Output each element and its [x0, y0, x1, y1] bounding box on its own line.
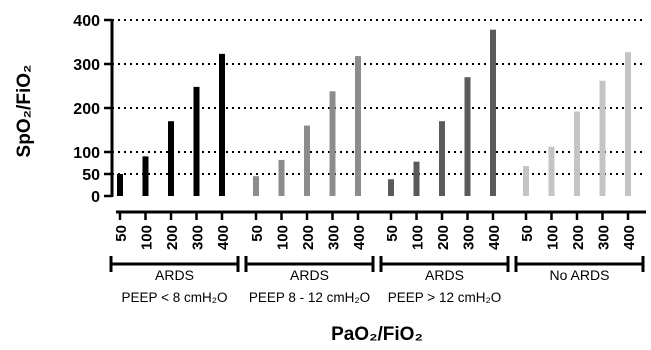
bar: [329, 91, 336, 196]
bar: [219, 53, 225, 196]
bar: [388, 179, 394, 196]
x-tick-label: 200: [300, 225, 317, 250]
group-label: ARDS: [290, 267, 329, 283]
x-tick-label: 50: [519, 225, 536, 242]
bar: [625, 52, 631, 197]
x-tick-label: 50: [249, 225, 266, 242]
x-tick-label: 300: [596, 225, 613, 250]
x-tick-label: 400: [621, 225, 638, 250]
bar: [413, 161, 420, 196]
y-tick-label: 300: [73, 57, 100, 74]
x-tick-label: 400: [351, 225, 368, 250]
bar: [142, 156, 149, 196]
x-tick-label: 50: [384, 225, 401, 242]
bar: [253, 176, 259, 196]
bar: [304, 125, 310, 196]
bar: [490, 29, 496, 197]
x-tick-label: 100: [139, 225, 156, 250]
group-brackets: ARDS PEEP < 8 cmH₂O ARDS PEEP 8 - 12 cmH₂O A…: [109, 256, 645, 305]
x-tick-label: 200: [570, 225, 587, 250]
y-axis: 0 50 100 200 300 400: [73, 13, 114, 206]
bars: [117, 29, 631, 197]
x-tick-label: 100: [410, 225, 427, 250]
group-sublabel: PEEP 8 - 12 cmH₂O: [249, 290, 370, 305]
x-tick-label: 100: [545, 225, 562, 250]
x-tick-label: 300: [461, 225, 478, 250]
group-sublabel: PEEP < 8 cmH₂O: [122, 290, 228, 305]
x-tick-label: 200: [435, 225, 452, 250]
group-label: ARDS: [155, 267, 194, 283]
bar: [168, 121, 174, 196]
y-tick-label: 50: [82, 167, 100, 184]
x-axis-label: PaO₂/FiO₂: [331, 324, 423, 345]
grid-lines: [112, 19, 646, 175]
y-tick-label: 0: [91, 189, 100, 206]
bar: [464, 77, 471, 196]
bar: [117, 174, 123, 196]
x-tick-label: 200: [164, 225, 181, 250]
bar: [355, 56, 361, 196]
x-tick-label: 400: [215, 225, 232, 250]
y-tick-label: 400: [73, 13, 100, 30]
bar: [548, 146, 555, 196]
bar: [574, 111, 580, 196]
x-tick-label: 100: [275, 225, 292, 250]
y-tick-label: 200: [73, 101, 100, 118]
bar: [523, 166, 529, 196]
bar: [439, 121, 445, 196]
y-tick-label: 100: [73, 145, 100, 162]
group-label: No ARDS: [550, 267, 610, 283]
bar: [193, 86, 200, 196]
x-axis: 50 100 200 300 400 50 100 200 300 400 50 100 200 300 4…: [113, 210, 646, 250]
x-tick-label: 50: [113, 225, 130, 242]
x-tick-label: 400: [486, 225, 503, 250]
group-label: ARDS: [425, 267, 464, 283]
y-axis-label: SpO₂/FiO₂: [14, 65, 35, 158]
bar: [278, 159, 285, 196]
x-tick-label: 300: [190, 225, 207, 250]
bar: [599, 80, 606, 196]
group-sublabel: PEEP > 12 cmH₂O: [388, 290, 501, 305]
x-tick-label: 300: [326, 225, 343, 250]
